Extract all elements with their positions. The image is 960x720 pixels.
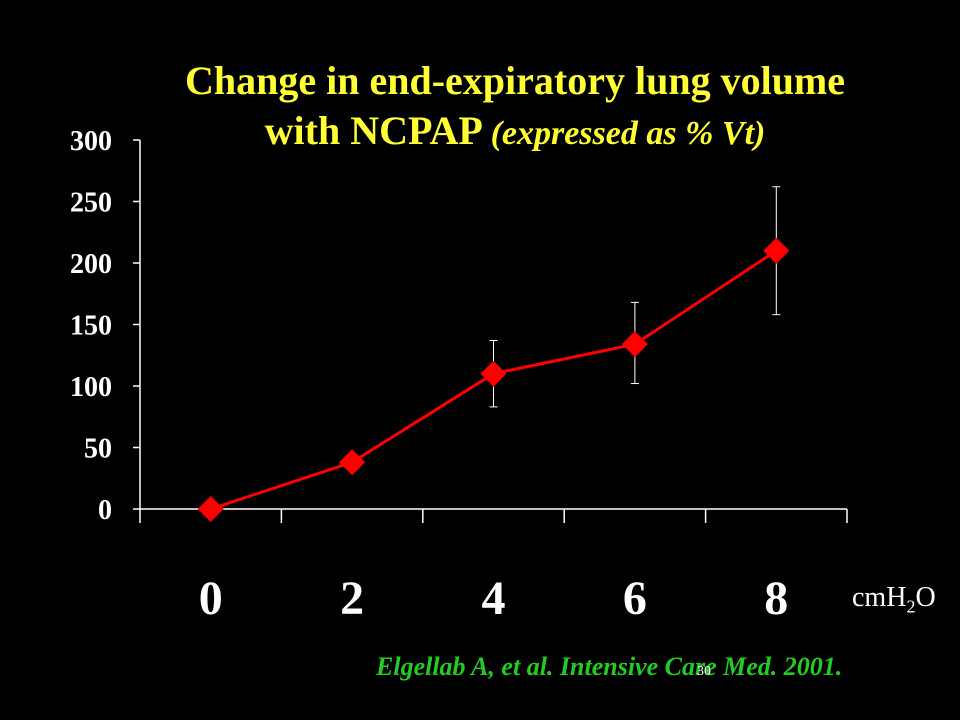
unit-prefix: cmH <box>852 582 907 613</box>
unit-suffix: O <box>915 582 936 613</box>
x-tick-label: 4 <box>482 572 506 625</box>
title-line-2: with NCPAP (expressed as % Vt) <box>90 106 940 159</box>
y-tick-label: 150 <box>70 311 112 342</box>
unit-subscript: 2 <box>906 596 916 617</box>
title-italic: (expressed as % Vt) <box>490 115 766 152</box>
citation: Elgellab A, et al. Intensive Care Med. 2… <box>376 652 843 681</box>
data-point-marker <box>197 496 224 522</box>
y-tick-label: 100 <box>70 372 112 403</box>
chart-title: Change in end-expiratory lung volume wit… <box>90 56 940 159</box>
x-tick-label: 6 <box>623 572 647 625</box>
x-tick-label: 0 <box>199 572 223 625</box>
data-point-marker <box>480 360 507 387</box>
x-tick-label: 2 <box>340 572 364 625</box>
y-tick-label: 50 <box>84 434 112 465</box>
x-tick-label: 8 <box>764 572 788 625</box>
y-tick-label: 300 <box>70 126 112 157</box>
y-tick-label: 200 <box>70 249 112 280</box>
y-tick-label: 250 <box>70 188 112 219</box>
data-point-marker <box>339 449 366 476</box>
y-tick-label: 0 <box>98 495 112 526</box>
title-line-1: Change in end-expiratory lung volume <box>184 58 846 103</box>
x-axis-unit: cmH2O <box>852 582 936 618</box>
title-main: with NCPAP <box>264 108 481 153</box>
data-point-marker <box>621 331 648 358</box>
data-point-marker <box>763 237 790 264</box>
slide-number: 30 <box>697 664 711 679</box>
